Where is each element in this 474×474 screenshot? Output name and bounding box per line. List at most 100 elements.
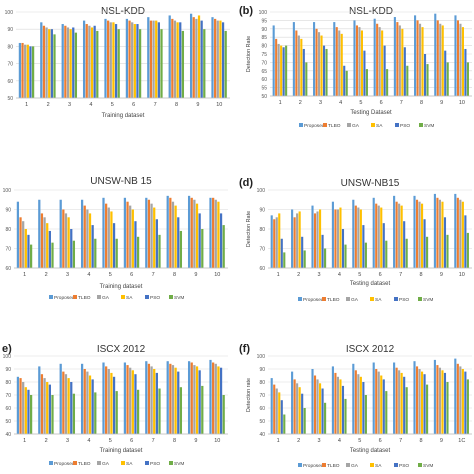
bar-proposed-3 bbox=[59, 199, 62, 268]
x-tick-label: 6 bbox=[379, 272, 382, 278]
bar-proposed-7 bbox=[393, 362, 396, 434]
bar-sa-7 bbox=[153, 369, 156, 434]
bar-ga-10 bbox=[459, 23, 462, 96]
x-tick-label: 4 bbox=[338, 438, 341, 444]
bar-ga-3 bbox=[318, 32, 321, 96]
x-tick-label: 1 bbox=[23, 272, 26, 278]
bar-proposed-1C bbox=[454, 358, 457, 434]
bar-tlbo-5 bbox=[105, 203, 108, 268]
chart-title: ISCX 2012 bbox=[97, 344, 146, 355]
x-tick-label: 8 bbox=[419, 438, 422, 444]
bar-sa-7 bbox=[155, 20, 158, 99]
x-axis-label: Testing dataset bbox=[350, 281, 391, 287]
legend-swatch bbox=[121, 295, 125, 299]
bar-sa-7 bbox=[401, 28, 404, 96]
x-tick-label: 8 bbox=[419, 272, 422, 278]
x-tick-label: 10 bbox=[214, 272, 220, 278]
y-axis-label: Detection Rate bbox=[246, 211, 252, 247]
bar-pso-9 bbox=[444, 50, 447, 96]
legend-swatch bbox=[347, 123, 351, 127]
bar-tlbo-9 bbox=[192, 17, 195, 98]
legend-label: SVM bbox=[174, 295, 184, 301]
legend-swatch bbox=[145, 461, 149, 465]
bar-sa-4 bbox=[340, 33, 343, 96]
bar-pso-8 bbox=[179, 22, 182, 98]
bar-sa-9 bbox=[441, 25, 444, 96]
x-tick-label: 5 bbox=[358, 272, 361, 278]
chart-panel-5: e) ISCX 2012 40 50 60 70 80 90 100 1 2 3 4 5 6 7 8 9 10 Tra… bbox=[2, 343, 228, 467]
bar-svm-7 bbox=[405, 387, 408, 434]
bar-svm-9 bbox=[203, 29, 206, 99]
legend-label: GA bbox=[352, 123, 360, 129]
bar-sa-1 bbox=[26, 44, 29, 98]
legend-swatch bbox=[73, 295, 77, 299]
x-tick-label: 7 bbox=[154, 102, 157, 108]
x-tick-label: 6 bbox=[132, 102, 135, 108]
bar-tlbo-5 bbox=[355, 25, 359, 96]
x-tick-label: 7 bbox=[400, 100, 403, 106]
bar-ga-10 bbox=[214, 363, 217, 434]
bar-svm-2 bbox=[51, 242, 54, 268]
bar-ga-1C bbox=[459, 366, 462, 434]
bar-svm-3 bbox=[72, 393, 76, 434]
legend-swatch bbox=[169, 295, 173, 299]
legend-swatch bbox=[169, 461, 173, 465]
bar-proposed-7 bbox=[145, 361, 148, 434]
chart-panel-6: (f) ISCX 2012 40 50 60 70 80 90 100 Detection rat… bbox=[239, 343, 472, 469]
bar-pso-3 bbox=[70, 229, 73, 268]
bar-ga-5 bbox=[357, 207, 360, 268]
bar-svm-7 bbox=[158, 234, 161, 268]
bar-pso-3 bbox=[72, 27, 75, 99]
bar-svm-7 bbox=[158, 388, 161, 434]
bar-ga-10 bbox=[459, 199, 462, 268]
bar-pso-7 bbox=[155, 219, 158, 268]
bar-tlbo-6 bbox=[128, 20, 131, 99]
bar-ga-10 bbox=[214, 199, 217, 268]
x-tick-label: 5 bbox=[109, 438, 112, 444]
y-tick-label: 60 bbox=[5, 406, 11, 412]
x-tick-label: 1 bbox=[277, 272, 280, 278]
bar-pso-6 bbox=[134, 374, 137, 434]
bar-sa-8 bbox=[174, 205, 177, 268]
bar-pso-6 bbox=[136, 24, 139, 98]
bar-ga-2 bbox=[297, 35, 300, 96]
x-tick-label: 5 bbox=[359, 100, 362, 106]
y-tick-label: 75 bbox=[261, 52, 267, 58]
bar-pso-6 bbox=[382, 223, 385, 268]
bar-tlbo-9 bbox=[436, 365, 439, 434]
bar-proposed-5 bbox=[104, 18, 107, 99]
bar-sa-5 bbox=[360, 30, 363, 97]
bar-ga-3 bbox=[66, 27, 70, 99]
bar-pso-10 bbox=[464, 215, 467, 268]
legend-label: TLBO bbox=[78, 295, 91, 301]
bar-pso-6 bbox=[382, 379, 385, 434]
bar-proposed-4 bbox=[331, 366, 334, 434]
bar-svm-1 bbox=[283, 414, 286, 434]
x-tick-label: 3 bbox=[66, 272, 69, 278]
bar-svm-10 bbox=[466, 62, 469, 96]
y-tick-label: 50 bbox=[7, 96, 13, 102]
bar-ga-6 bbox=[377, 205, 380, 268]
bar-svm-5 bbox=[365, 69, 368, 96]
x-axis-label: Testing Dataset bbox=[350, 110, 392, 116]
panel-label: (f) bbox=[239, 343, 250, 355]
bar-pso-8 bbox=[423, 374, 426, 434]
y-tick-label: 60 bbox=[5, 266, 11, 272]
bar-svm-10 bbox=[466, 232, 469, 268]
bar-proposed-9 bbox=[187, 195, 191, 268]
bar-sa-3 bbox=[319, 383, 322, 434]
bar-pso-1 bbox=[280, 238, 283, 268]
bar-pso-10 bbox=[464, 48, 467, 96]
x-tick-label: 1 bbox=[279, 100, 282, 106]
bar-svm-4 bbox=[345, 70, 348, 96]
bar-pso-6 bbox=[383, 45, 386, 96]
bar-ga-4 bbox=[86, 371, 89, 434]
chart-panel-3: UNSW-NB 15 60 70 80 90 100 1 2 3 4 5 6 7 8 9 10 Training… bbox=[3, 176, 228, 301]
legend-label: TLBO bbox=[327, 297, 340, 303]
bar-proposed-3 bbox=[313, 22, 316, 96]
y-tick-label: 100 bbox=[259, 10, 268, 16]
bar-proposed-2 bbox=[291, 209, 294, 268]
bar-pso-8 bbox=[423, 54, 427, 96]
bar-tlbo-7 bbox=[147, 363, 151, 434]
y-tick-label: 90 bbox=[5, 367, 11, 373]
